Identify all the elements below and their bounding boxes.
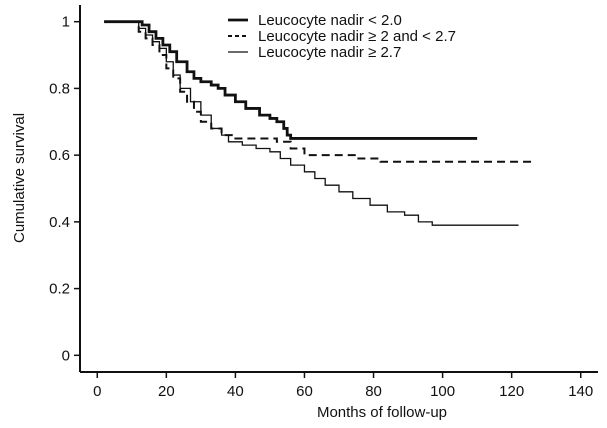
x-axis-title: Months of follow-up	[317, 404, 447, 421]
y-axis-title: Cumulative survival	[11, 113, 28, 243]
y-tick-label: 0.6	[49, 147, 70, 164]
legend-label-3: Leucocyte nadir ≥ 2.7	[258, 44, 401, 61]
legend-label-1: Leucocyte nadir < 2.0	[258, 12, 402, 29]
x-tick-label: 60	[296, 383, 313, 400]
legend-label-2: Leucocyte nadir ≥ 2 and < 2.7	[258, 28, 456, 45]
plot-area	[104, 20, 536, 226]
y-tick-label: 0.2	[49, 281, 70, 298]
y-tick-label: 0	[62, 347, 70, 364]
x-tick-label: 20	[158, 383, 175, 400]
x-tick-label: 100	[430, 383, 455, 400]
y-tick-label: 1	[62, 14, 70, 31]
y-axis-ticks: 0 0.2 0.4 0.6 0.8 1	[49, 14, 80, 364]
x-axis-ticks: 0 20 40 60 80 100 120 140	[93, 372, 593, 400]
x-tick-label: 120	[499, 383, 524, 400]
x-tick-label: 80	[365, 383, 382, 400]
x-tick-label: 140	[568, 383, 593, 400]
x-tick-label: 0	[93, 383, 101, 400]
x-tick-label: 40	[227, 383, 244, 400]
series-line-3	[104, 21, 519, 226]
series-line-1	[104, 20, 478, 140]
y-tick-label: 0.4	[49, 214, 70, 231]
y-tick-label: 0.8	[49, 80, 70, 97]
